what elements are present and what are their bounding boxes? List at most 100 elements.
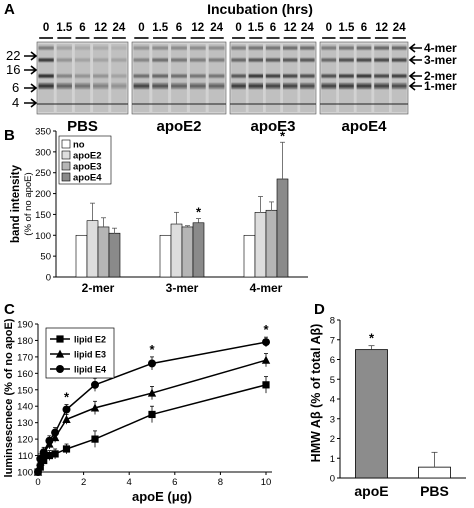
y-tick-label: 8: [330, 316, 335, 327]
blot-band: [300, 45, 315, 51]
mw-arrow-22: [24, 51, 38, 61]
group-label-apoe2: apoE2: [156, 118, 201, 135]
chart-b: 0 50 100 150 200 250 300 350 band intensity(% of…: [10, 127, 308, 295]
blot-band: [265, 57, 281, 63]
mw-label-6: 6: [12, 80, 19, 95]
blot-band: [231, 73, 246, 79]
legend-swatch: [61, 139, 71, 149]
x-tick-label: 10: [261, 477, 272, 488]
blot-band: [56, 57, 72, 63]
bar-no-2-mer: [75, 234, 88, 278]
series-lipid-e4: [34, 336, 270, 476]
y-tick-label: 5: [330, 375, 335, 386]
time-label-24: 24: [210, 22, 223, 34]
bar-apoE2-2-mer: [86, 220, 99, 278]
mw-arrow-4: [24, 98, 38, 108]
x-axis-label: apoE (μg): [132, 489, 192, 504]
bar-apoE2-4-mer: [254, 212, 267, 278]
blot-band: [321, 73, 337, 79]
blot-band: [189, 73, 206, 79]
y-tick-label: 160: [17, 369, 33, 380]
y-tick-label: 190: [17, 320, 33, 331]
species-arrow-1mer: [408, 81, 422, 91]
time-label-12: 12: [375, 22, 388, 34]
marker-square: [262, 381, 270, 389]
time-label-1.5: 1.5: [56, 22, 73, 34]
y-tick-label: 350: [35, 127, 51, 138]
blot-band: [391, 57, 407, 63]
y-axis-label-line: (% of no apoE): [23, 172, 34, 235]
blot-band: [56, 45, 72, 51]
legend-label: apoE2: [73, 151, 102, 162]
blot-band: [374, 82, 389, 90]
y-axis-label: luminsescnece (% of no apoE): [3, 318, 15, 477]
y-tick-label: 200: [35, 189, 51, 200]
blot-band: [265, 82, 281, 90]
blot-band: [111, 73, 127, 79]
marker-triangle: [147, 388, 157, 397]
marker-circle: [91, 380, 99, 389]
bar-apoE4-3-mer: [192, 222, 205, 278]
blot-band: [56, 82, 72, 90]
blot-band: [356, 45, 372, 51]
blot-panel-apoe4: 0 1.5 6 12 24 apoE4: [319, 22, 409, 135]
marker-square: [91, 435, 99, 443]
x-tick-label: 0: [35, 477, 40, 488]
y-tick-label: 2: [330, 434, 335, 445]
blot-title: Incubation (hrs): [207, 1, 313, 17]
blot-band: [74, 82, 91, 90]
y-tick-label: 100: [17, 468, 33, 479]
mw-arrow-16: [24, 65, 38, 75]
blot-band: [282, 45, 298, 51]
y-tick-label: 170: [17, 352, 33, 363]
significance-mark: *: [369, 331, 375, 346]
marker-triangle: [62, 414, 71, 423]
legend-swatch: [61, 161, 71, 171]
blot-band: [171, 73, 187, 79]
group-label-apoe3: apoE3: [250, 118, 295, 135]
time-label-6: 6: [176, 22, 182, 34]
species-label-2mer: 2-mer: [424, 69, 457, 83]
blot-band: [111, 57, 127, 63]
time-label-12: 12: [284, 22, 297, 34]
blot-band: [321, 82, 337, 90]
time-label-0: 0: [138, 22, 144, 34]
x-category-label: PBS: [420, 483, 449, 499]
blot-band: [189, 57, 206, 63]
blot-panel-apoe3: 0 1.5 6 12 24 apoE3: [229, 22, 317, 135]
marker-square: [56, 335, 64, 343]
time-label-0: 0: [43, 22, 49, 34]
blot-band: [171, 57, 187, 63]
time-label-0: 0: [235, 22, 241, 34]
blot-band: [74, 73, 91, 79]
bar-apoE3-2-mer: [97, 226, 110, 278]
blot-band: [282, 82, 298, 90]
y-tick-label: 150: [35, 210, 51, 221]
y-tick-label: 0: [330, 474, 335, 485]
blot-band: [356, 73, 372, 79]
y-tick-label: 140: [17, 402, 33, 413]
blot-band: [133, 45, 150, 51]
x-category-label: 2-mer: [82, 281, 115, 295]
blot-band: [391, 45, 407, 51]
blot-band: [248, 73, 264, 79]
blot-band: [93, 82, 109, 90]
y-tick-label: 4: [330, 395, 335, 406]
time-label-24: 24: [113, 22, 126, 34]
legend: lipid E2 lipid E3 lipid E4: [45, 327, 115, 379]
y-tick-label: 50: [40, 252, 51, 263]
time-label-0: 0: [326, 22, 332, 34]
blot-band: [93, 57, 109, 63]
y-axis-label: HMW Aβ (% of total Aβ): [309, 324, 323, 463]
blot-band: [38, 57, 54, 63]
blot-band: [339, 57, 354, 63]
species-markers: 4-mer 3-mer 2-mer 1-mer: [408, 41, 457, 93]
blot-band: [282, 73, 298, 79]
blot-band: [231, 57, 246, 63]
time-label-1.5: 1.5: [152, 22, 169, 34]
blot-band: [339, 45, 354, 51]
blot-band: [321, 45, 337, 51]
blot-band: [38, 82, 54, 90]
panel-b-letter: B: [4, 127, 15, 144]
blot-band: [38, 73, 54, 79]
